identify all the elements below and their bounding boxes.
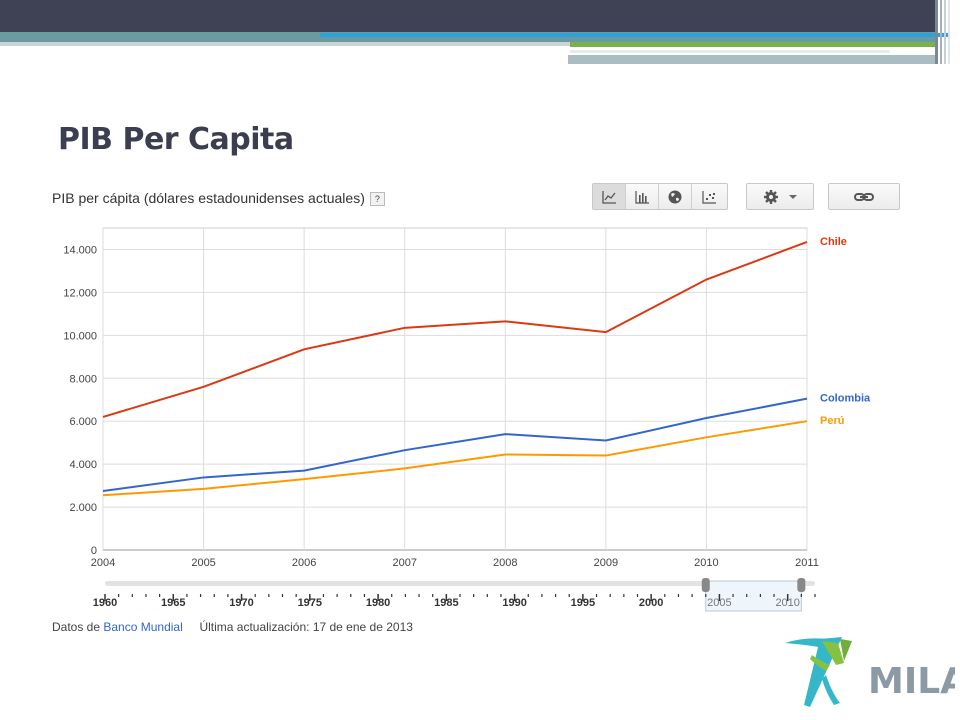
x-tick-label: 2007	[392, 557, 416, 569]
gear-icon	[764, 189, 778, 204]
share-link-button[interactable]	[829, 184, 899, 209]
timeline-label: 1985	[434, 597, 458, 609]
scatter-icon	[701, 190, 716, 204]
legend-label: Perú	[820, 415, 844, 427]
y-tick-label: 14.000	[63, 244, 97, 256]
legend-label: Chile	[820, 236, 847, 248]
header-stripe-lightgray	[0, 42, 570, 46]
source-prefix: Datos de	[52, 620, 101, 634]
header-stripe-blue	[320, 33, 948, 37]
series-line	[102, 397, 808, 492]
timeline-label: 1960	[93, 597, 117, 609]
x-tick-label: 2010	[694, 557, 718, 569]
timeline-label: 1995	[571, 597, 595, 609]
timeline-slider: 1960 1965 1970 1975 1980 1985 1990 1995 2000 2005…	[93, 578, 816, 612]
header-stripe-teal	[0, 32, 935, 42]
y-tick-label: 0	[91, 545, 97, 557]
edge-line-1	[935, 0, 938, 64]
x-tick-label: 2011	[795, 557, 819, 569]
x-tick-label: 2008	[493, 557, 517, 569]
chart-series	[102, 241, 808, 497]
slide-title: PIB Per Capita	[58, 122, 294, 157]
logo-text: MILA	[868, 661, 955, 702]
y-tick-label: 12.000	[63, 287, 97, 299]
timeline-label: 2010	[775, 597, 799, 609]
x-tick-label: 2005	[191, 557, 215, 569]
x-tick-label: 2004	[91, 557, 115, 569]
timeline-label: 1975	[298, 597, 322, 609]
series-line	[102, 241, 808, 418]
y-tick-label: 10.000	[63, 330, 97, 342]
y-axis-ticks: 0 2.000 4.000 6.000 8.000 10.000 12.000 14.000	[63, 244, 97, 557]
timeline-selection	[705, 580, 802, 612]
chart-footer: Datos de Banco Mundial Última actualizac…	[52, 620, 413, 634]
header-stripe-green	[570, 42, 935, 47]
scatter-button[interactable]	[692, 184, 725, 209]
settings-button[interactable]	[747, 184, 813, 209]
timeline-track	[105, 581, 815, 586]
map-button[interactable]	[659, 184, 692, 209]
plot-frame	[102, 227, 808, 551]
header-stripe-white	[570, 50, 890, 53]
timeline-label: 1970	[229, 597, 253, 609]
timeline-label: 2005	[707, 597, 731, 609]
timeline-label: 1980	[366, 597, 390, 609]
chart-title: PIB per cápita (dólares estadounidenses …	[52, 190, 385, 206]
timeline-handle-left	[701, 578, 710, 592]
timeline-handle-right	[797, 578, 806, 592]
x-tick-label: 2006	[292, 557, 316, 569]
timeline-label: 2000	[639, 597, 663, 609]
line-chart-icon	[602, 190, 616, 204]
help-button[interactable]: ?	[369, 192, 385, 206]
header-stripe-slate	[568, 55, 936, 64]
mila-logo: MILA	[785, 637, 955, 707]
timeline-label: 1965	[161, 597, 185, 609]
chart-legend: Chile Colombia Perú	[820, 236, 871, 427]
line-chart-button[interactable]	[593, 184, 626, 209]
chart-type-toolbar	[592, 183, 728, 210]
chart-grid	[102, 227, 808, 551]
edge-line-4	[948, 0, 950, 64]
last-updated: Última actualización: 17 de ene de 2013	[199, 620, 413, 634]
y-tick-label: 4.000	[69, 459, 97, 471]
slide-header-bar	[0, 0, 935, 32]
y-tick-label: 2.000	[69, 502, 97, 514]
bar-chart-button[interactable]	[626, 184, 659, 209]
x-axis-ticks: 2004 2005 2006 2007 2008 2009 2010 2011	[91, 557, 819, 569]
bar-chart-icon	[635, 190, 649, 204]
chart-title-text: PIB per cápita (dólares estadounidenses …	[52, 190, 365, 206]
series-line	[102, 420, 808, 497]
source-link[interactable]: Banco Mundial	[103, 620, 183, 634]
legend-label: Colombia	[820, 393, 871, 405]
x-tick-label: 2009	[594, 557, 618, 569]
share-toolbar	[828, 183, 900, 210]
edge-line-3	[944, 0, 946, 64]
globe-map-icon	[668, 190, 682, 203]
timeline-label: 1990	[502, 597, 526, 609]
chevron-down-icon	[789, 194, 797, 199]
edge-line-2	[940, 0, 942, 64]
settings-toolbar	[746, 183, 814, 210]
y-tick-label: 8.000	[69, 373, 97, 385]
link-icon	[854, 192, 874, 201]
y-tick-label: 6.000	[69, 416, 97, 428]
